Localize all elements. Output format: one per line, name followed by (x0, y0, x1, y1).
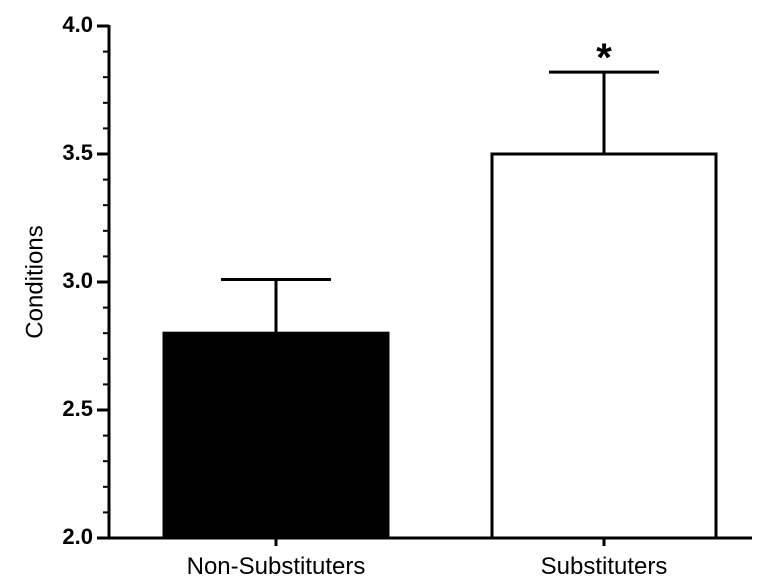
labels: 2.0 2.5 3.0 3.5 4.0 Non-Substituters Substitut… (62, 12, 667, 580)
y-tick-label: 2.5 (62, 396, 93, 421)
bar (162, 331, 390, 540)
x-tick-label: Non-Substituters (187, 553, 366, 580)
significance-marker: * (596, 36, 612, 80)
y-tick-label: 3.0 (62, 268, 93, 293)
y-axis-label: Conditions (21, 225, 48, 338)
error-bars (221, 70, 659, 334)
y-tick-label: 4.0 (62, 12, 93, 37)
x-tick-label: Substituters (541, 553, 668, 580)
bar (490, 152, 718, 540)
y-tick-label: 2.0 (62, 524, 93, 549)
bars (162, 152, 718, 540)
y-tick-label: 3.5 (62, 140, 93, 165)
